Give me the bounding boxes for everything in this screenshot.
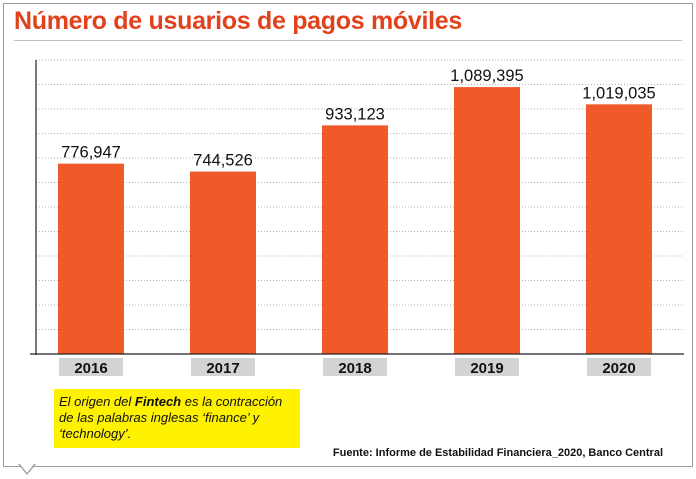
- category-box-2017: [191, 358, 255, 376]
- category-box-2019: [455, 358, 519, 376]
- fintech-note: El origen del Fintech es la contracción …: [54, 389, 300, 448]
- speech-tail-fill: [19, 463, 35, 473]
- value-label-2019: 1,089,395: [450, 67, 523, 85]
- chart-title: Número de usuarios de pagos móviles: [14, 7, 462, 35]
- category-label-2018: 2018: [338, 360, 371, 377]
- source-text: Fuente: Informe de Estabilidad Financier…: [332, 447, 663, 459]
- value-label-2016: 776,947: [61, 144, 121, 162]
- title-divider: [14, 40, 682, 41]
- category-box-2018: [323, 358, 387, 376]
- note-highlight: Fintech: [134, 394, 182, 409]
- category-labels: 2016 2017 2018 2019 2020: [59, 358, 651, 377]
- bar-2019: [454, 87, 520, 354]
- category-label-2019: 2019: [470, 360, 503, 377]
- bar-2018: [322, 125, 388, 355]
- bar-2017: [190, 171, 256, 354]
- category-label-2017: 2017: [206, 360, 239, 377]
- bar-2016: [58, 163, 124, 354]
- category-label-2016: 2016: [74, 360, 107, 377]
- note-text-start: El origen del: [59, 394, 135, 409]
- note-text-end: es la contracción de las palabras ingles…: [59, 394, 283, 441]
- value-label-2020: 1,019,035: [582, 84, 655, 102]
- value-label-2017: 744,526: [193, 152, 253, 170]
- bar-2020: [586, 104, 652, 354]
- category-label-2020: 2020: [602, 360, 635, 377]
- value-label-2018: 933,123: [325, 105, 385, 123]
- category-box-2016: [59, 358, 123, 376]
- category-box-2020: [587, 358, 651, 376]
- value-labels: 776,947 744,526 933,123 1,089,395 1,019,035: [61, 67, 656, 169]
- bars: [58, 87, 652, 355]
